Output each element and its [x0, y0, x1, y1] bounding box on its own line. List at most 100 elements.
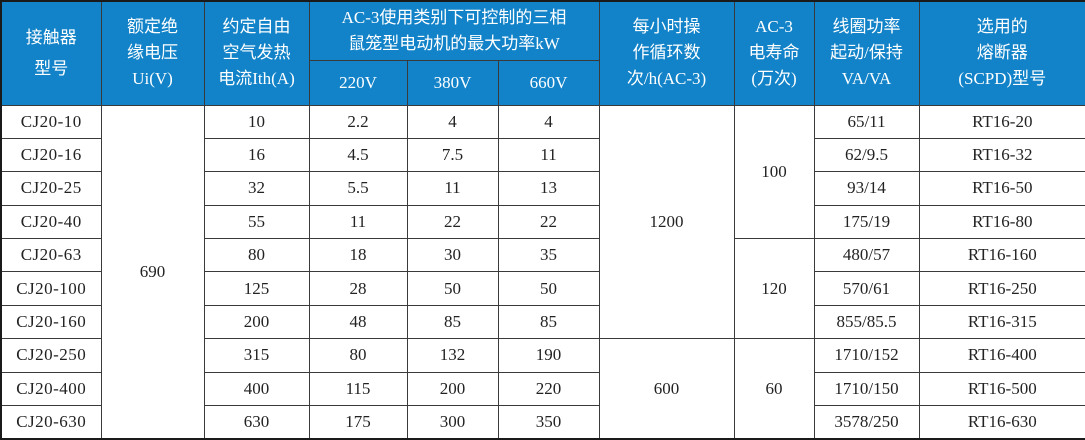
table-row: CJ20-25 32 5.5 11 13 93/14 RT16-50 [0, 171, 1085, 206]
table-row: CJ20-63 80 18 30 35 120 480/57 RT16-160 [0, 238, 1085, 340]
cell-coil: 175/19 [813, 204, 920, 240]
cell-p660: 13 [497, 171, 600, 206]
cell-ith: 10 [203, 104, 310, 139]
cell-fuse: RT16-20 [918, 104, 1085, 139]
cell-p220: 28 [308, 271, 408, 306]
header-line: 电流Ith(A) [218, 69, 295, 89]
cell-model: CJ20-160 [0, 304, 102, 340]
cell-coil: 1710/150 [813, 371, 920, 407]
cell-ith: 125 [203, 271, 310, 306]
cell-model: CJ20-16 [0, 137, 102, 173]
header-line: 空气发热 [222, 43, 291, 63]
cell-ith: 400 [203, 371, 310, 407]
header-line: 次/h(AC-3) [626, 69, 707, 89]
cell-coil: 65/11 [813, 104, 920, 139]
cell-ith: 315 [203, 338, 310, 373]
cell-ith: 16 [203, 137, 310, 173]
cell-p380: 50 [406, 271, 499, 306]
cell-model: CJ20-63 [0, 238, 102, 273]
header-coil-power: 线圈功率 起动/保持 VA/VA [813, 0, 920, 106]
cell-fuse: RT16-400 [918, 338, 1085, 373]
cell-p220: 80 [308, 338, 408, 373]
cell-p660: 35 [497, 238, 600, 273]
cell-coil: 480/57 [813, 238, 920, 273]
cell-p660: 22 [497, 204, 600, 240]
header-line: Ui(V) [132, 69, 173, 89]
header-operating-cycles: 每小时操 作循环数 次/h(AC-3) [598, 0, 735, 106]
cell-model: CJ20-400 [0, 371, 102, 407]
cell-coil: 1710/152 [813, 338, 920, 373]
header-line: AC-3使用类别下可控制的三相 [341, 7, 567, 27]
cell-p380: 22 [406, 204, 499, 240]
cell-p380: 11 [406, 171, 499, 206]
header-ac3-max-power-group: AC-3使用类别下可控制的三相 鼠笼型电动机的最大功率kW [308, 0, 600, 61]
cell-p220: 18 [308, 238, 408, 273]
cell-fuse: RT16-630 [918, 405, 1085, 440]
header-rated-insulation-voltage: 额定绝 缘电压 Ui(V) [100, 0, 205, 106]
cell-coil: 570/61 [813, 271, 920, 306]
header-line: 作循环数 [632, 43, 701, 63]
cell-cycles-merged: 600 [598, 338, 735, 440]
table-row: CJ20-250 315 80 132 190 600 60 1710/152 … [0, 338, 1085, 440]
cell-p660: 220 [497, 371, 600, 407]
cell-p660: 50 [497, 271, 600, 306]
cell-life-merged: 120 [733, 238, 815, 340]
header-line: 熔断器 [976, 43, 1028, 63]
cell-p220: 2.2 [308, 104, 408, 139]
header-thermal-current: 约定自由 空气发热 电流Ith(A) [203, 0, 310, 106]
cell-p380: 200 [406, 371, 499, 407]
cell-fuse: RT16-160 [918, 238, 1085, 273]
header-line: AC-3 [755, 17, 793, 37]
cell-p380: 85 [406, 304, 499, 340]
header-line: 接触器 [25, 28, 77, 48]
header-line: VA/VA [841, 69, 892, 89]
header-line: 额定绝 [127, 17, 178, 37]
cell-model: CJ20-100 [0, 271, 102, 306]
header-line: (万次) [751, 69, 797, 89]
cell-ui-merged: 690 [100, 104, 205, 440]
cell-p660: 190 [497, 338, 600, 373]
table-row: CJ20-16 16 4.5 7.5 11 62/9.5 RT16-32 [0, 137, 1085, 173]
cell-model: CJ20-10 [0, 104, 102, 139]
cell-ith: 32 [203, 171, 310, 206]
table-row: CJ20-40 55 11 22 22 175/19 RT16-80 [0, 204, 1085, 240]
cell-life-merged: 60 [733, 338, 815, 440]
table-row: CJ20-10 690 10 2.2 4 4 1200 100 65/11 RT… [0, 104, 1085, 440]
cell-life-merged: 100 [733, 104, 815, 240]
header-line: 起动/保持 [830, 43, 903, 63]
cell-p660: 350 [497, 405, 600, 440]
cell-cycles-merged: 1200 [598, 104, 735, 340]
cell-p380: 30 [406, 238, 499, 273]
header-line: 缘电压 [127, 43, 178, 63]
cell-p220: 5.5 [308, 171, 408, 206]
table-body: CJ20-10 690 10 2.2 4 4 1200 100 65/11 RT… [0, 104, 1085, 440]
header-line: (SCPD)型号 [958, 69, 1047, 89]
cell-p220: 4.5 [308, 137, 408, 173]
table-row: CJ20-160 200 48 85 85 855/85.5 RT16-315 [0, 304, 1085, 340]
header-line: 每小时操 [632, 17, 701, 37]
table-header: 接触器 型号 额定绝 缘电压 Ui(V) 约定自由 空气发热 电流Ith(A) … [0, 0, 1085, 106]
cell-ith: 80 [203, 238, 310, 273]
cell-fuse: RT16-315 [918, 304, 1085, 340]
cell-model: CJ20-250 [0, 338, 102, 373]
cell-p220: 48 [308, 304, 408, 340]
cell-fuse: RT16-80 [918, 204, 1085, 240]
header-contactor-model: 接触器 型号 [0, 0, 102, 106]
cell-p660: 4 [497, 104, 600, 139]
cell-p380: 300 [406, 405, 499, 440]
cell-ith: 200 [203, 304, 310, 340]
cell-p380: 132 [406, 338, 499, 373]
cell-p660: 11 [497, 137, 600, 173]
header-line: 线圈功率 [832, 17, 901, 37]
header-220v: 220V [308, 59, 408, 106]
cell-coil: 93/14 [813, 171, 920, 206]
cell-fuse: RT16-250 [918, 271, 1085, 306]
header-line: 约定自由 [222, 17, 291, 37]
table-row: CJ20-630 630 175 300 350 3578/250 RT16-6… [0, 405, 1085, 440]
cell-p660: 85 [497, 304, 600, 340]
cell-fuse: RT16-50 [918, 171, 1085, 206]
cell-model: CJ20-40 [0, 204, 102, 240]
cell-p220: 175 [308, 405, 408, 440]
cell-model: CJ20-630 [0, 405, 102, 440]
